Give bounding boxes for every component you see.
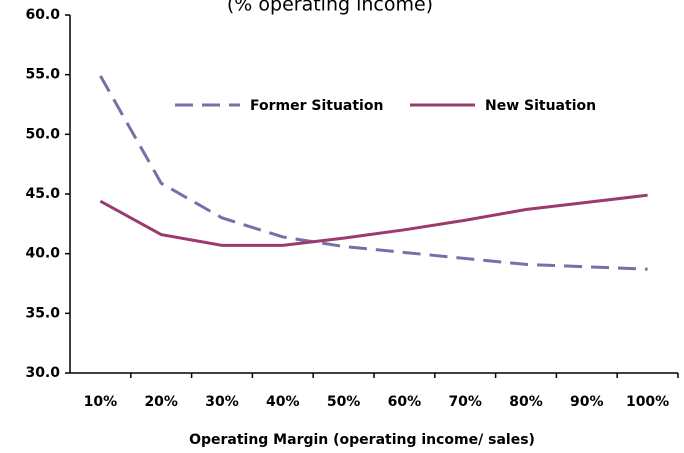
y-tick-label: 50.0 <box>25 126 60 142</box>
x-tick-label: 10% <box>84 394 118 410</box>
y-tick-label: 45.0 <box>25 186 60 202</box>
series-line <box>99 193 648 247</box>
y-tick-label: 35.0 <box>25 305 60 321</box>
y-tick-label: 40.0 <box>25 246 60 262</box>
y-tick-label: 60.0 <box>25 7 60 23</box>
legend-label: Former Situation <box>250 98 383 114</box>
x-tick-label: 70% <box>448 394 482 410</box>
x-tick-label: 80% <box>509 394 543 410</box>
x-tick-label: 40% <box>266 394 300 410</box>
y-tick-label: 30.0 <box>25 365 60 381</box>
y-tick-label: 55.0 <box>25 67 60 83</box>
x-tick-label: 30% <box>205 394 239 410</box>
chart-title: (% operating income) <box>227 0 433 16</box>
x-tick-label: 50% <box>327 394 361 410</box>
x-tick-label: 60% <box>388 394 422 410</box>
x-tick-label: 100% <box>626 394 669 410</box>
x-tick-label: 20% <box>144 394 178 410</box>
legend-label: New Situation <box>485 98 596 114</box>
x-axis-label: Operating Margin (operating income/ sale… <box>189 432 535 448</box>
x-tick-label: 90% <box>570 394 604 410</box>
